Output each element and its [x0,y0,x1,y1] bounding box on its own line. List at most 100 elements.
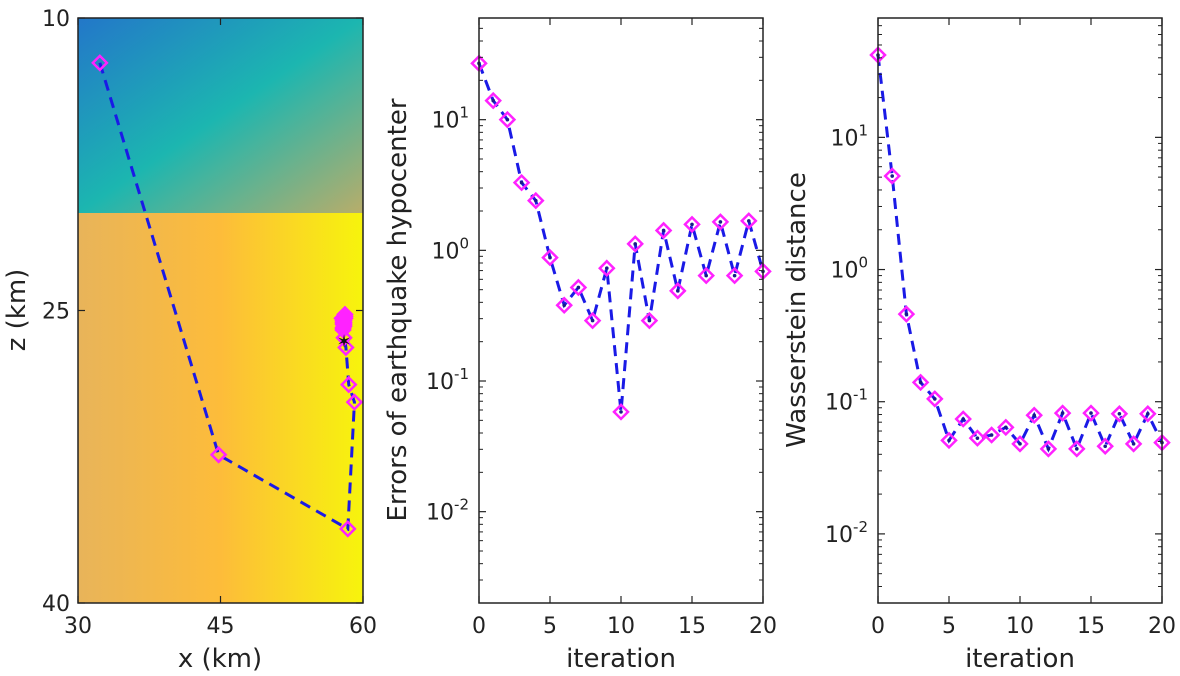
x-tick-label: 5 [543,614,557,639]
data-point-marker-8 [982,426,1001,444]
wasserstein-series [876,54,1164,453]
data-point-marker-1 [883,167,901,185]
x-tick-label: 0 [871,614,885,639]
data-point-marker-4 [926,390,944,408]
data-point-dot-13 [661,228,666,233]
map-y-tick-label: 25 [42,300,70,325]
data-point-marker-6 [555,296,573,315]
data-point-dot-15 [690,222,694,227]
data-point-dot-18 [1131,442,1136,446]
lower-layer [78,213,363,603]
hypocenter-marker-2 [339,520,357,538]
x-tick-label: 15 [678,614,706,639]
data-point-dot-16 [1103,444,1107,449]
data-point-dot-14 [1075,447,1079,451]
data-point-dot-9 [605,266,609,270]
x-tick-label: 20 [749,614,777,639]
data-point-dot-16 [704,273,708,278]
error-x-axis-label: iteration [566,644,676,674]
data-point-dot-14 [676,289,680,293]
data-point-dot-5 [947,438,951,443]
error-axes-frame [478,17,764,604]
y-tick-label: 10-2 [426,496,469,526]
x-tick-label: 5 [942,614,956,639]
y-tick-label: 100 [830,254,868,284]
data-point-marker-11 [626,235,644,253]
wasserstein-markers [869,46,1171,458]
data-point-dot-3 [519,180,524,185]
data-point-dot-1 [890,174,894,178]
data-point-dot-4 [534,198,538,203]
x-tick-label: 0 [472,614,486,639]
map-x-tick-label: 45 [207,614,235,639]
y-tick-label: 10-1 [825,386,868,416]
data-point-dot-10 [619,410,623,414]
data-point-marker-18 [725,266,744,285]
data-point-dot-12 [647,318,652,323]
x-tick-label: 20 [1148,614,1176,639]
data-point-dot-3 [918,380,923,385]
x-tick-label: 15 [1077,614,1105,639]
data-point-dot-2 [904,312,909,316]
data-point-marker-3 [911,373,930,392]
data-point-dot-6 [961,417,965,421]
map-x-axis-label: x (km) [178,644,262,674]
y-tick-label: 10-1 [426,365,469,395]
hypocenter-marker-1 [209,446,228,464]
hypocenter-marker-20 [334,311,352,330]
data-point-dot-8 [590,318,595,323]
map-y-tick-label: 10 [42,7,70,32]
data-point-dot-12 [1046,447,1051,451]
hypocenter-marker-7 [335,329,353,347]
data-point-marker-14 [1068,440,1086,458]
data-point-marker-9 [598,259,616,277]
data-point-marker-8 [583,311,602,330]
y-tick-label: 100 [431,234,469,264]
data-point-marker-17 [1110,405,1129,423]
map-y-axis-label: z (km) [2,269,32,352]
data-point-dot-9 [1004,425,1008,430]
velocity-model-background [78,18,363,603]
hypocenter-error-panel: 0 5 10 15 20 10-2 10-1 100 101 iteration Errors … [383,17,777,674]
error-tick-labels: 0 5 10 15 20 10-2 10-1 100 101 [426,17,777,639]
wasserstein-y-axis-label: Wasserstein distance [782,172,812,448]
data-point-marker-13 [1053,404,1072,422]
data-point-marker-15 [1082,404,1100,422]
data-point-marker-3 [512,173,531,192]
y-tick-label: 101 [431,104,469,134]
data-point-marker-10 [1011,435,1029,453]
data-point-dot-19 [747,219,751,223]
data-point-marker-18 [1124,435,1143,453]
true-hypocenter-star-icon: ✶ [336,332,351,353]
map-y-tick-label: 40 [42,592,70,617]
series-line [477,62,765,413]
data-point-dot-19 [1146,412,1150,416]
data-point-dot-4 [933,397,937,401]
data-point-dot-10 [1018,442,1022,446]
data-point-dot-11 [633,242,637,246]
data-point-dot-17 [1117,412,1122,416]
data-point-marker-7 [569,278,588,297]
data-point-dot-18 [732,273,737,278]
wasserstein-tick-labels: 0 5 10 15 20 10-2 10-1 100 101 [825,17,1176,639]
data-point-dot-6 [562,303,566,308]
hypocenter-error-series [477,62,765,413]
data-point-dot-11 [1032,413,1036,418]
data-point-marker-5 [541,248,559,267]
data-point-dot-7 [975,436,980,440]
data-point-marker-16 [697,266,715,285]
data-point-dot-5 [548,255,552,260]
data-point-marker-19 [740,212,758,230]
wasserstein-axes-frame [877,17,1163,604]
data-point-marker-2 [498,110,517,129]
data-point-marker-5 [940,431,958,450]
wasserstein-panel: 0 5 10 15 20 10-2 10-1 100 101 iteration Wassers… [782,17,1176,674]
data-point-marker-19 [1139,405,1157,423]
map-x-tick-label: 60 [349,614,377,639]
upper-layer [78,18,363,213]
hypocenter-error-markers [470,54,772,421]
data-point-marker-4 [527,191,545,210]
data-point-marker-2 [897,305,916,323]
hypocenter-marker-0 [91,54,109,72]
